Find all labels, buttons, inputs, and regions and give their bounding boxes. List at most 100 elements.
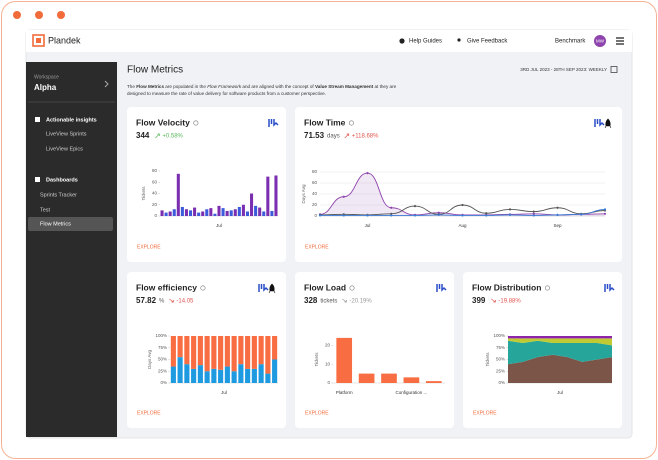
x-tick-label: Aug [458,223,467,228]
bar-segment [272,336,278,360]
y-axis-label: Tickets [314,352,319,367]
y-tick-label: 25% [158,368,167,373]
nav-item[interactable]: Test [40,207,51,213]
y-tick-label: 60 [152,179,158,184]
bar-segment [184,336,190,365]
bar-segment [238,364,244,383]
card-title: Flow efficiency [136,282,197,292]
point [342,195,345,198]
bar [201,211,205,216]
area-layer [508,354,612,383]
bar-segment [224,366,230,383]
explore-link[interactable]: EXPLORE [305,244,329,250]
point [390,212,393,215]
area-layer [508,340,612,365]
card-title: Flow Distribution [472,282,541,292]
y-tick-label: 25% [496,368,505,373]
bar-segment [177,357,183,383]
y-tick-label: 0% [498,380,505,385]
point [413,214,417,217]
flow-icon [594,119,605,127]
date-range[interactable]: 3RD JUL 2023 - 28TH SEP 2023: WEEKLY [520,67,607,72]
x-tick-label: Jul [365,223,371,228]
x-tick-label: Platform [336,390,353,395]
logo-icon [36,38,41,43]
nav-active [28,217,113,231]
explore-link[interactable]: EXPLORE [305,410,329,416]
y-tick-label: 0 [327,380,330,385]
bar [237,207,241,216]
area [320,173,605,216]
y-tick-label: 20 [152,202,158,207]
y-axis-label: Tickets [485,352,490,367]
bar-segment [258,364,264,383]
flow-icon [258,284,269,292]
point [508,208,512,211]
trend-arrow [169,298,174,303]
top-bar [26,30,632,52]
menu-icon[interactable] [616,37,624,45]
card-title: Flow Load [304,282,346,292]
point [342,214,345,217]
point [532,210,535,213]
y-axis-label: Tickets [141,186,146,201]
y-tick-label: 0 [154,213,157,218]
bar [172,209,176,216]
info-icon [200,285,206,291]
bar [250,193,254,216]
nav-item[interactable]: LiveView Epics [46,146,83,152]
point [318,214,322,217]
benchmark[interactable]: Benchmark [555,39,586,45]
bar [336,337,353,383]
logo: Plandek [48,35,81,45]
nav-link[interactable]: Help Guides [409,39,442,45]
bar-segment [191,336,197,369]
y-axis-label: Days Avg [147,350,152,369]
point [461,214,464,217]
bar [233,209,237,216]
calendar-icon[interactable] [610,66,618,73]
bar-segment [218,369,224,383]
point [532,212,535,215]
bar-segment [224,336,230,367]
bar [164,212,168,216]
explore-link[interactable]: EXPLORE [137,244,161,250]
bar [270,210,274,216]
metric-value: 57.82 [136,296,157,305]
y-axis-label: Days Avg [301,184,306,203]
nav-item[interactable]: LiveView Sprints [46,131,87,137]
bar-segment [231,336,237,372]
bar [358,373,375,383]
bar-segment [197,365,203,383]
rocket-icon [604,118,612,129]
explore-link[interactable]: EXPLORE [137,410,161,416]
y-tick-label: 100% [155,333,167,338]
bar [381,373,397,383]
bar-segment [245,336,251,369]
nav-item[interactable]: Sprints Tracker [40,192,77,198]
point [556,213,559,216]
explore-link[interactable]: EXPLORE [473,410,497,416]
metric-unit: tickets [320,299,337,305]
bar [274,175,278,216]
metric-unit: % [159,299,165,305]
bar [188,210,193,216]
bar [180,207,184,216]
workspace[interactable]: Alpha [34,83,57,92]
dot [57,11,65,19]
point [366,172,369,175]
section-title: Actionable insights [46,117,97,123]
x-tick-label: Configuration ... [396,390,428,395]
card-title: Flow Time [304,117,346,127]
trend-arrow [344,133,350,139]
bar [245,211,250,216]
metric-change: +0.58% [162,134,183,140]
bar [205,209,209,216]
logo-icon [32,34,45,47]
avatar[interactable] [594,35,606,47]
point [603,212,607,215]
nav-link[interactable]: Give Feedback [467,39,508,45]
bar-segment [211,368,217,383]
bar [197,212,201,216]
nav-item[interactable]: Flow Metrics [40,221,71,227]
